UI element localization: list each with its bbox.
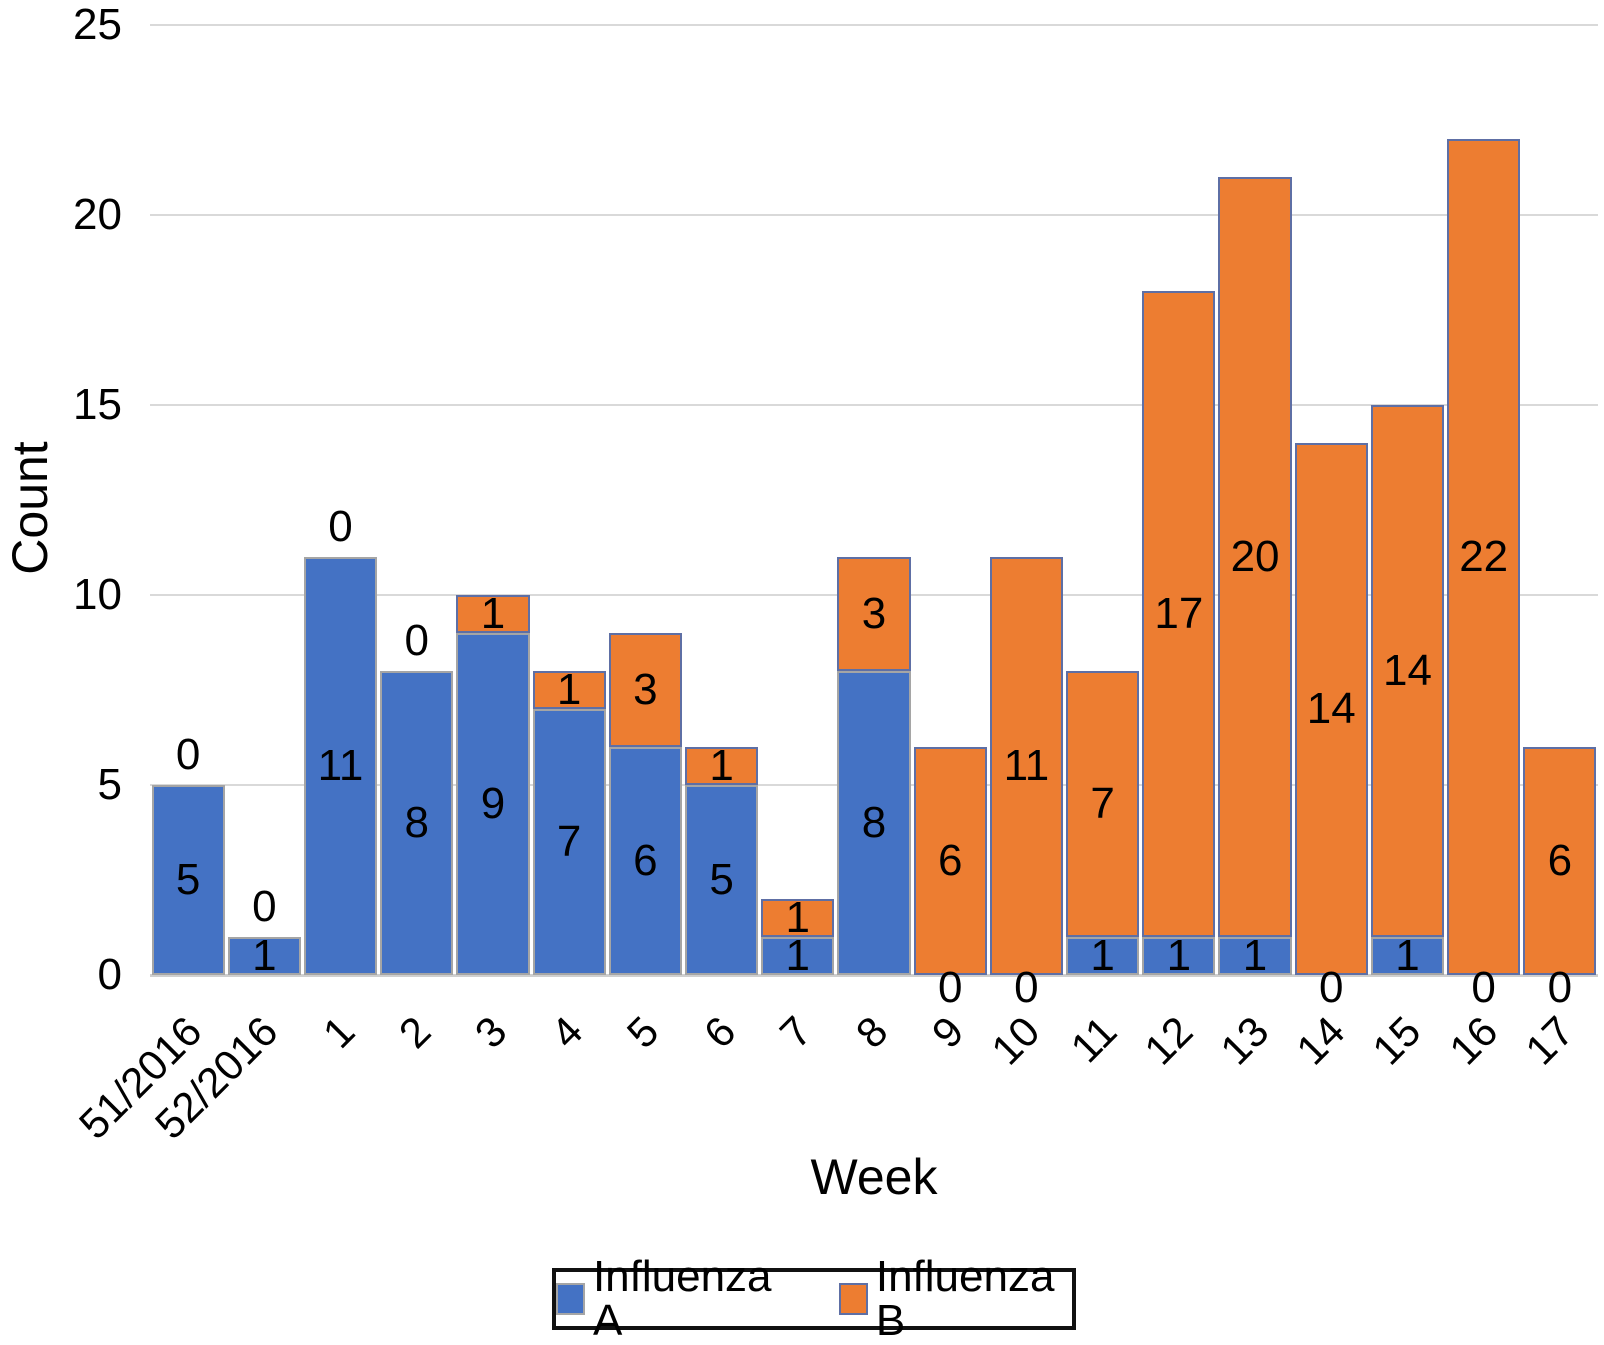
bar-value-label-influenza-b: 17: [1154, 589, 1204, 638]
bar-segment-influenza-b: [1142, 291, 1216, 937]
bar-value-label-influenza-a: 8: [861, 798, 887, 847]
bar-value-label-influenza-a: 7: [556, 817, 582, 866]
bar-segment-influenza-a: [1142, 937, 1216, 975]
gridline-20: [150, 214, 1598, 216]
influenza-a-swatch-icon: [556, 1283, 585, 1315]
bar-segment-influenza-b: [989, 557, 1064, 975]
bar-value-label-influenza-a: 0: [1547, 963, 1573, 1012]
legend-label-influenza-a: Influenza A: [592, 1252, 772, 1345]
bar-segment-influenza-a: [532, 709, 606, 975]
bar-value-label-influenza-b: 0: [252, 882, 277, 931]
bar-value-label-influenza-b: 6: [1547, 836, 1573, 885]
legend-label-influenza-b: Influenza B: [875, 1252, 1055, 1345]
bar-value-label-influenza-b: 0: [175, 730, 201, 779]
y-tick-label-5: 5: [97, 760, 122, 809]
bar-segment-influenza-a: [837, 671, 911, 975]
bar-value-label-influenza-a: 1: [252, 931, 277, 980]
bar-segment-influenza-b: [456, 595, 530, 633]
bar-value-label-influenza-a: 1: [1395, 931, 1420, 980]
gridline-25: [150, 24, 1598, 26]
bar-value-label-influenza-b: 22: [1459, 532, 1509, 581]
bar-value-label-influenza-b: 20: [1230, 532, 1280, 581]
y-tick-label-0: 0: [97, 950, 122, 999]
bar-segment-influenza-a: [1066, 937, 1140, 975]
bar-segment-influenza-a: [1370, 937, 1445, 975]
bar-value-label-influenza-a: 1: [1090, 931, 1115, 980]
bar-value-label-influenza-a: 9: [480, 779, 506, 828]
bar-segment-influenza-b: [1370, 405, 1445, 937]
bar-value-label-influenza-a: 0: [937, 963, 963, 1012]
bar-segment-influenza-b: [761, 899, 835, 937]
bar-segment-influenza-a: [761, 937, 835, 975]
bar-value-label-influenza-b: 14: [1306, 684, 1356, 733]
bar-segment-influenza-a: [303, 557, 378, 975]
y-tick-label-15: 15: [73, 380, 122, 429]
bar-segment-influenza-a: [1218, 937, 1292, 975]
bar-segment-influenza-b: [1447, 139, 1521, 975]
bar-value-label-influenza-b: 3: [633, 665, 658, 714]
bar-value-label-influenza-b: 1: [480, 589, 506, 638]
bar-segment-influenza-b: [608, 633, 682, 747]
y-tick-label-25: 25: [73, 0, 122, 49]
bar-segment-influenza-a: [227, 937, 301, 975]
bar-segment-influenza-b: [1523, 747, 1597, 975]
gridline-15: [150, 404, 1598, 406]
bar-value-label-influenza-a: 0: [1319, 963, 1344, 1012]
bar-value-label-influenza-a: 0: [1471, 963, 1496, 1012]
legend-item-influenza-b: Influenza B: [838, 1252, 1072, 1345]
bar-segment-influenza-b: [1294, 443, 1368, 975]
bar-value-label-influenza-b: 11: [1003, 741, 1050, 790]
y-axis-title: Count: [2, 441, 58, 575]
bar-segment-influenza-b: [684, 747, 759, 785]
bar-value-label-influenza-b: 1: [709, 741, 734, 790]
bar-segment-influenza-b: [1218, 177, 1292, 937]
bar-segment-influenza-b: [837, 557, 911, 671]
x-axis-title: Week: [810, 1149, 938, 1205]
influenza-b-swatch-icon: [838, 1283, 868, 1315]
bar-value-label-influenza-b: 0: [404, 616, 429, 665]
bar-value-label-influenza-a: 5: [175, 855, 201, 904]
bar-value-label-influenza-b: 3: [861, 589, 887, 638]
bar-value-label-influenza-a: 1: [785, 931, 811, 980]
bar-value-label-influenza-b: 0: [328, 502, 353, 551]
legend-item-influenza-a: Influenza A: [556, 1255, 787, 1343]
bar-value-label-influenza-b: 14: [1382, 646, 1432, 695]
bar-segment-influenza-a: [151, 785, 225, 975]
legend: Influenza A Influenza B: [552, 1255, 1076, 1343]
bar-value-label-influenza-a: 11: [317, 741, 364, 790]
x-axis-line: [150, 974, 1598, 977]
bar-value-label-influenza-a: 5: [709, 855, 734, 904]
y-tick-label-20: 20: [73, 190, 122, 239]
bar-value-label-influenza-a: 8: [404, 798, 429, 847]
bar-segment-influenza-b: [913, 747, 987, 975]
bar-value-label-influenza-a: 0: [1014, 963, 1039, 1012]
y-tick-label-10: 10: [73, 570, 122, 619]
bar-value-label-influenza-a: 1: [1166, 931, 1192, 980]
bar-segment-influenza-b: [532, 671, 606, 709]
bar-value-label-influenza-b: 6: [937, 836, 963, 885]
bar-value-label-influenza-a: 6: [633, 836, 658, 885]
bar-segment-influenza-a: [456, 633, 530, 975]
bar-segment-influenza-b: [1066, 671, 1140, 937]
bar-segment-influenza-a: [684, 785, 759, 975]
bar-value-label-influenza-a: 1: [1242, 931, 1268, 980]
bar-segment-influenza-a: [608, 747, 682, 975]
bar-value-label-influenza-b: 7: [1090, 779, 1115, 828]
bar-value-label-influenza-b: 1: [785, 893, 811, 942]
bar-segment-influenza-a: [380, 671, 454, 975]
bar-value-label-influenza-b: 1: [556, 665, 582, 714]
